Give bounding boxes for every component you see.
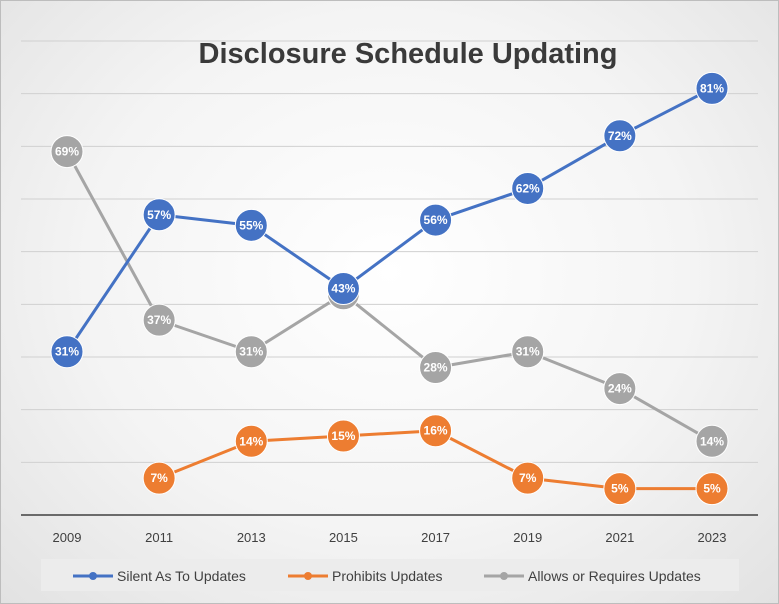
x-tick-label: 2013 <box>237 530 266 545</box>
data-point <box>234 335 268 369</box>
legend-entry: Allows or Requires Updates <box>484 568 701 584</box>
data-point <box>50 335 84 369</box>
data-label: 55% <box>239 218 263 232</box>
x-tick-label: 2011 <box>145 530 173 545</box>
data-label: 14% <box>239 434 263 448</box>
data-point <box>142 461 176 495</box>
data-point <box>234 208 268 242</box>
data-point <box>603 119 637 153</box>
x-tick-label: 2009 <box>53 530 82 545</box>
data-point <box>603 372 637 406</box>
data-label: 43% <box>331 282 355 296</box>
x-tick-label: 2019 <box>513 530 542 545</box>
data-label: 69% <box>55 145 79 159</box>
data-label: 72% <box>608 129 632 143</box>
data-label: 5% <box>703 482 721 496</box>
x-tick-label: 2023 <box>698 530 727 545</box>
legend-entry: Prohibits Updates <box>288 568 443 584</box>
data-point <box>142 198 176 232</box>
data-label: 57% <box>147 208 171 222</box>
series-2: 69%37%31%42%28%31%24%14% <box>50 135 729 458</box>
legend-marker <box>304 572 312 580</box>
data-label: 37% <box>147 313 171 327</box>
legend-label: Prohibits Updates <box>332 568 443 584</box>
data-label: 81% <box>700 81 724 95</box>
data-point <box>603 472 637 506</box>
data-point <box>419 414 453 448</box>
data-series: 69%37%31%42%28%31%24%14%7%14%15%16%7%5%5… <box>50 71 729 506</box>
data-point <box>511 171 545 205</box>
x-tick-label: 2017 <box>421 530 450 545</box>
data-label: 24% <box>608 382 632 396</box>
data-label: 28% <box>424 361 448 375</box>
data-label: 7% <box>519 471 537 485</box>
x-tick-label: 2015 <box>329 530 358 545</box>
x-tick-label: 2021 <box>605 530 634 545</box>
data-point <box>142 303 176 337</box>
data-label: 31% <box>55 345 79 359</box>
series-0: 31% 57% 55% 43% 56% 62% 72% 81% <box>50 71 729 369</box>
x-axis-tick-labels: 2009 2011 2013 2015 2017 2019 2021 2023 <box>53 530 727 545</box>
legend-marker <box>500 572 508 580</box>
data-label: 15% <box>331 429 355 443</box>
data-label: 56% <box>424 213 448 227</box>
data-label: 5% <box>611 482 629 496</box>
data-point <box>326 419 360 453</box>
legend-label: Allows or Requires Updates <box>528 568 701 584</box>
legend-box <box>41 559 739 591</box>
data-point <box>511 461 545 495</box>
data-label: 7% <box>150 471 168 485</box>
data-point <box>326 272 360 306</box>
legend-label: Silent As To Updates <box>117 568 246 584</box>
data-point <box>695 71 729 105</box>
data-label: 31% <box>516 345 540 359</box>
data-label: 31% <box>239 345 263 359</box>
data-label: 62% <box>516 181 540 195</box>
gridlines <box>21 40 758 463</box>
data-point <box>419 351 453 385</box>
series-1: 7% 14% 15% 16% 7% 5% 5% <box>142 414 729 506</box>
data-point <box>695 424 729 458</box>
legend-entry: Silent As To Updates <box>73 568 246 584</box>
data-label: 16% <box>424 424 448 438</box>
legend-marker <box>89 572 97 580</box>
data-point <box>50 135 84 169</box>
chart-title: Disclosure Schedule Updating <box>199 38 618 70</box>
data-point <box>419 203 453 237</box>
data-point <box>234 424 268 458</box>
legend: Silent As To Updates Prohibits Updates All… <box>73 568 701 584</box>
data-point <box>511 335 545 369</box>
data-label: 14% <box>700 434 724 448</box>
data-point <box>695 472 729 506</box>
